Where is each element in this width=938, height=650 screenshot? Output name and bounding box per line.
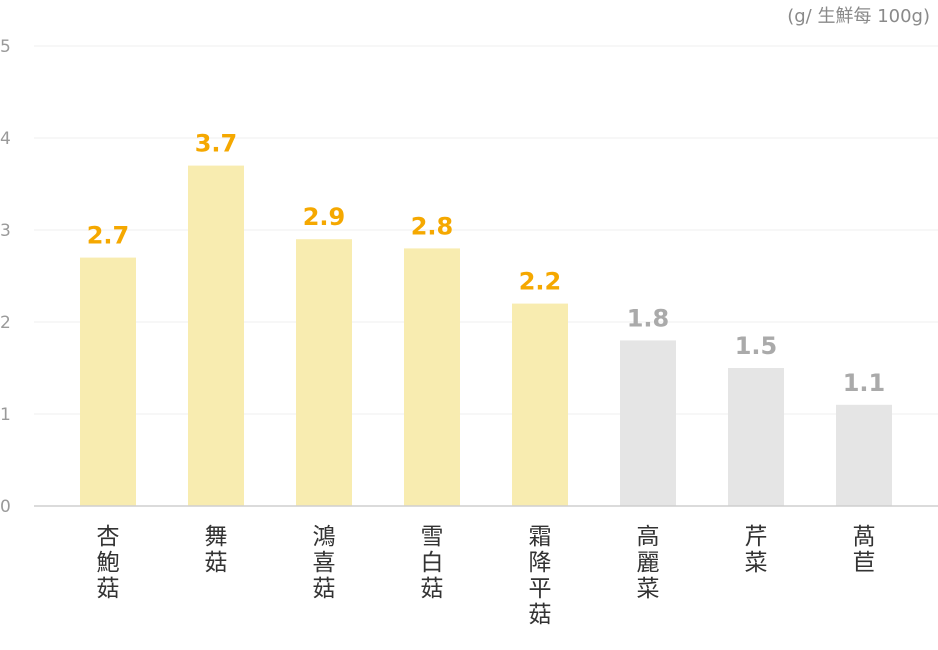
bar [296,239,352,506]
gridlines [34,45,938,415]
category-char: 菇 [421,576,444,602]
bar [404,248,460,506]
value-label: 3.7 [195,130,238,158]
bar [80,257,136,506]
category-char: 芹 [745,524,768,550]
unit-label: (g/ 生鮮每 100g) [787,6,930,27]
category-char: 白 [421,550,444,576]
bar [512,303,568,506]
value-label: 1.5 [735,332,778,360]
category-char: 苣 [853,550,876,576]
value-label: 2.8 [411,212,454,240]
bar [620,340,676,506]
category-char: 雪 [421,524,444,550]
category-char: 菇 [205,550,228,576]
category-char: 菇 [97,576,120,602]
y-tick-label: 1 [0,405,11,425]
category-char: 高 [637,524,660,550]
category-label: 萵苣 [853,524,876,576]
value-labels: 2.7 3.7 2.9 2.8 2.2 1.8 1.5 1.1 [87,130,886,397]
y-tick-label: 3 [0,221,11,241]
y-tick-label: 5 [0,37,11,57]
category-label: 鴻喜菇 [313,524,336,602]
category-char: 杏 [97,524,120,550]
category-char: 菜 [745,550,768,576]
value-label: 2.2 [519,268,562,296]
bar [188,165,244,506]
value-label: 2.9 [303,203,346,231]
bar [836,404,892,506]
value-label: 2.7 [87,222,130,250]
category-char: 麗 [637,550,660,576]
bars [80,165,892,506]
category-char: 鮑 [97,550,120,576]
category-char: 平 [529,576,552,602]
bar [728,368,784,506]
y-tick-label: 4 [0,129,11,149]
category-label: 杏鮑菇 [97,524,120,602]
category-char: 菜 [637,576,660,602]
category-char: 降 [529,550,552,576]
category-char: 菇 [529,602,552,628]
category-label: 雪白菇 [421,524,444,602]
category-char: 鴻 [313,524,336,550]
value-label: 1.1 [843,369,886,397]
category-char: 舞 [205,524,228,550]
category-label: 舞菇 [205,524,228,576]
y-tick-label: 2 [0,313,11,333]
category-label: 芹菜 [745,524,768,576]
category-char: 霜 [529,524,552,550]
category-char: 萵 [853,524,876,550]
y-tick-label: 0 [0,497,11,517]
category-char: 菇 [313,576,336,602]
value-label: 1.8 [627,304,670,332]
category-label: 高麗菜 [637,524,660,602]
y-axis-ticks: 0 1 2 3 4 5 [0,37,11,517]
category-char: 喜 [313,550,336,576]
